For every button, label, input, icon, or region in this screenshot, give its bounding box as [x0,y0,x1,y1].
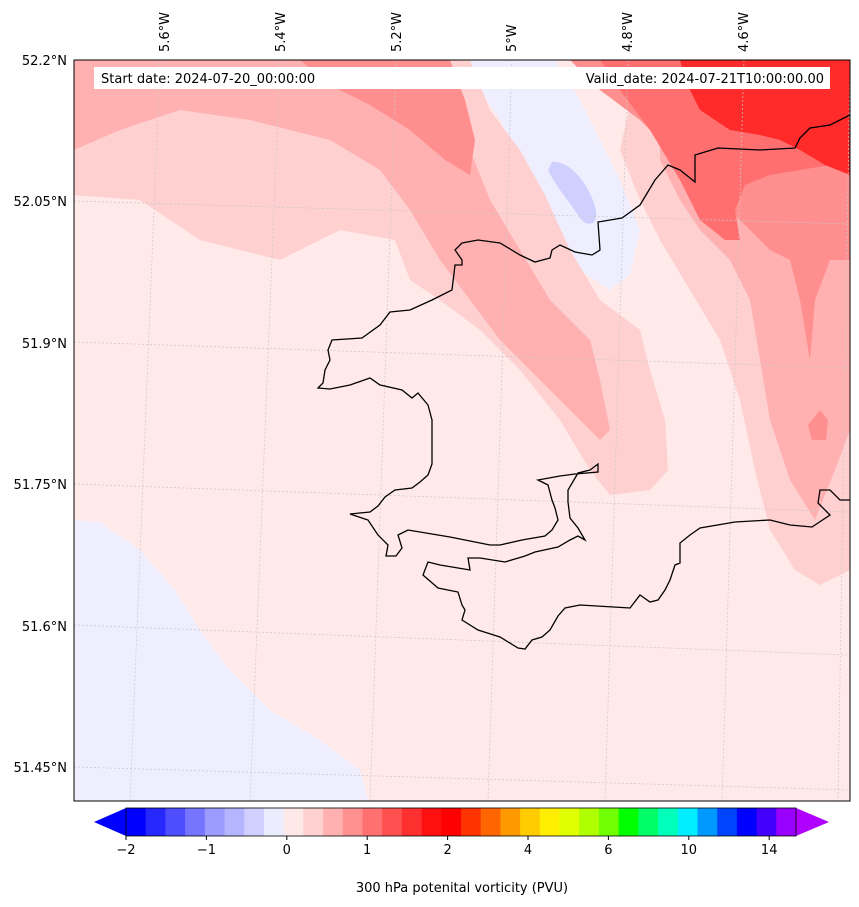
colorbar-cell [776,808,797,836]
colorbar-tick-label: 0 [283,843,291,858]
lat-label-51p75n: 51.75°N [14,478,67,493]
valid-date-label: Valid_date: 2024-07-21T10:00:00.00 [586,72,824,87]
colorbar-cell [303,808,324,836]
colorbar-tick-label: 4 [524,843,532,858]
colorbar-cell [677,808,698,836]
colorbar-cell [145,808,166,836]
lon-label-4p6w: 4.6°W [737,12,752,52]
colorbar-cell [480,808,501,836]
colorbar-tick-label: 14 [761,843,778,858]
gridlines [74,60,850,801]
colorbar-cell [520,808,541,836]
latitude-labels: 52.2°N 52.05°N 51.9°N 51.75°N 51.6°N 51.… [14,54,67,776]
colorbar-label: 300 hPa potenital vorticity (PVU) [356,881,568,896]
colorbar-frame [125,807,797,837]
colorbar-tick-label: 1 [363,843,371,858]
header-box [94,67,830,89]
colorbar-cell [500,808,521,836]
lon-label-4p8w: 4.8°W [621,12,636,52]
colorbar-over-arrow [796,808,829,836]
colorbar-cell [697,808,718,836]
colorbar-cell [539,808,560,836]
colorbar-cell [323,808,344,836]
colorbar-cell [263,808,285,836]
pv-negative-core [548,161,597,224]
colorbar-cell [461,808,482,836]
colorbar-cell [559,808,580,836]
lon-label-5w: 5°W [505,24,520,52]
colorbar-cell [717,808,738,836]
colorbar-under-arrow [94,808,126,836]
map-plot-area [74,60,850,801]
colorbar-cell [126,808,147,836]
colorbar-cell [342,808,363,836]
lat-label-52p05n: 52.05°N [14,195,67,210]
colorbar-cell [598,808,620,836]
longitude-labels: 5.6°W 5.4°W 5.2°W 5°W 4.8°W 4.6°W [158,12,752,52]
lon-label-5p2w: 5.2°W [390,12,405,52]
pv-band-0p5 [74,60,610,440]
colorbar-cell [244,808,265,836]
colorbar-cell [618,808,639,836]
lat-label-51p6n: 51.6°N [22,620,67,635]
pv-negative-region-southwest [74,520,368,801]
lon-label-5p4w: 5.4°W [274,12,289,52]
colorbar-cell [638,808,659,836]
colorbar-cell [204,808,225,836]
colorbar-tick-label: 2 [443,843,451,858]
lon-label-5p6w: 5.6°W [158,12,173,52]
lat-label-52p2n: 52.2°N [22,54,67,69]
coastline [316,114,850,650]
colorbar-cell [382,808,403,836]
colorbar: −2 −1 0 1 2 4 6 10 14 300 hPa potenital vorticit… [94,807,829,896]
colorbar-cell [421,808,442,836]
colorbar-tick-label: 6 [604,843,612,858]
colorbar-cell [658,808,679,836]
colorbar-cell [756,808,777,836]
colorbar-cell [362,808,383,836]
colorbar-cell [224,808,245,836]
colorbar-cell [579,808,600,836]
pv-band-0p75-patch [808,410,828,440]
colorbar-cell [165,808,186,836]
map-frame [73,59,851,802]
lat-label-51p45n: 51.45°N [14,761,67,776]
colorbar-cell [736,808,757,836]
colorbar-tick-label: −2 [116,843,135,858]
colorbar-cell [283,808,304,836]
colorbar-cell [401,808,422,836]
colorbar-cell [185,808,206,836]
lat-label-51p9n: 51.9°N [22,337,67,352]
start-date-label: Start date: 2024-07-20_00:00:00 [101,72,315,87]
colorbar-cell [441,808,462,836]
colorbar-tick-label: 10 [681,843,698,858]
colorbar-tick-label: −1 [197,843,216,858]
pv-band-0p25 [74,60,668,495]
